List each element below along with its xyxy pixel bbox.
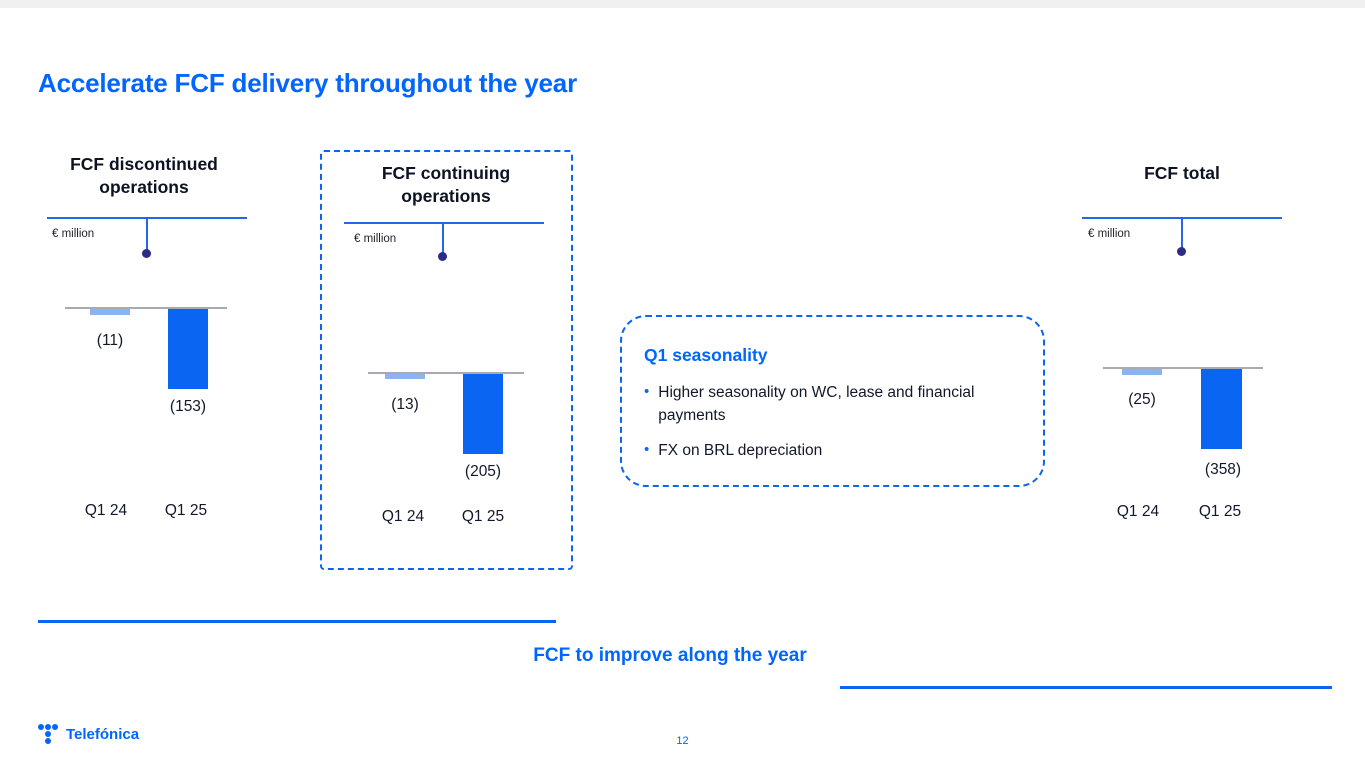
category-label: Q1 24 [1116,503,1160,520]
callout-bullet: • Higher seasonality on WC, lease and fi… [644,381,1024,428]
chart-underline [344,222,544,224]
bar-q1-25 [1201,369,1242,449]
pointer-dot [1177,247,1186,256]
chart-title-total: FCF total [1144,163,1220,183]
top-edge [0,0,1365,8]
brand-wordmark: Telefónica [66,725,140,743]
bar-value-label: (25) [1128,391,1156,408]
brand-logo: Telefónica [36,722,139,746]
bullet-icon: • [644,441,650,458]
bar-q1-25 [168,309,208,389]
category-label: Q1 25 [461,508,505,525]
footer-message: FCF to improve along the year [533,645,807,666]
pointer-dot [142,249,151,258]
unit-label: € million [52,228,95,240]
divider-right [840,686,1332,689]
zero-axis [65,307,227,309]
zero-axis [1103,367,1263,369]
pointer-line [146,219,148,250]
chart-title-discontinued: FCF discontinued operations [70,154,218,198]
callout-bullet: • FX on BRL depreciation [644,439,1024,462]
chart-title-continuing: FCF continuing operations [381,163,511,207]
bar-value-label: (13) [391,396,419,413]
category-label: Q1 25 [164,502,208,519]
category-label: Q1 24 [84,502,128,519]
pointer-dot [438,252,447,261]
slide-title: Accelerate FCF delivery throughout the y… [38,68,577,98]
category-label: Q1 24 [381,508,425,525]
pointer-line [1181,219,1183,248]
bar-value-label: (11) [96,332,124,349]
telefonica-logo-icon [38,724,58,744]
pointer-line [442,224,444,253]
bar-value-label: (205) [464,463,502,480]
bullet-icon: • [644,383,650,400]
zero-axis [368,372,524,374]
bullet-text: FX on BRL depreciation [658,442,823,459]
seasonality-callout: Q1 seasonality • Higher seasonality on W… [620,315,1045,487]
bar-q1-24 [385,374,425,379]
unit-label: € million [354,233,397,245]
bar-value-label: (358) [1204,461,1242,478]
unit-label: € million [1088,228,1131,240]
divider-left [38,620,556,623]
chart-underline [1082,217,1282,219]
callout-title: Q1 seasonality [644,345,768,365]
highlight-frame [320,150,573,570]
bar-q1-25 [463,374,503,454]
bar-q1-24 [1122,369,1162,375]
bar-value-label: (153) [169,398,207,415]
chart-underline [47,217,247,219]
page-number: 12 [676,735,689,747]
bullet-text: Higher seasonality on WC, lease and fina… [658,384,975,425]
bar-q1-24 [90,309,130,315]
category-label: Q1 25 [1198,503,1242,520]
